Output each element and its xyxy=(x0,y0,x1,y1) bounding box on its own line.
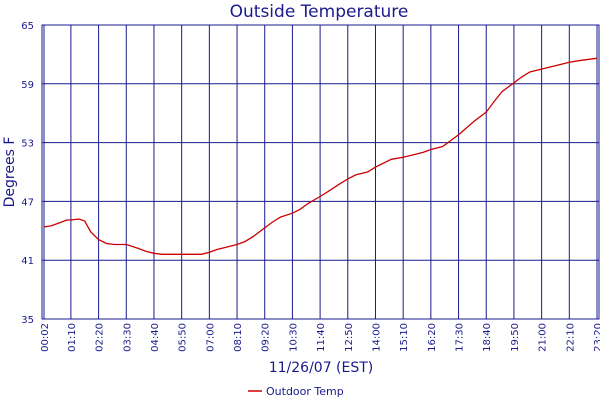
x-axis-ticks: 00:02 01:10 02:20 03:30 04:40 05:50 07:00 08:10… xyxy=(40,323,600,352)
x-tick-label: 08:10 xyxy=(233,323,244,352)
x-tick-label: 18:40 xyxy=(482,323,493,352)
plot-frame xyxy=(41,24,600,320)
x-tick-label: 03:30 xyxy=(122,323,133,352)
x-tick-label: 09:20 xyxy=(261,323,272,352)
x-tick-label: 14:00 xyxy=(371,323,382,352)
y-tick-label: 47 xyxy=(21,197,34,208)
y-tick-label: 41 xyxy=(21,256,34,267)
y-tick-label: 53 xyxy=(21,139,34,150)
x-tick-label: 05:50 xyxy=(178,323,189,352)
y-axis-ticks: 35 41 47 53 59 65 xyxy=(21,21,34,326)
x-tick-label: 12:50 xyxy=(344,323,355,352)
x-axis-label: 11/26/07 (EST) xyxy=(269,360,374,376)
x-tick-label: 00:02 xyxy=(40,323,51,352)
y-axis-label: Degrees F xyxy=(2,137,18,208)
x-tick-label: 22:10 xyxy=(565,323,576,352)
x-tick-label: 01:10 xyxy=(67,323,78,352)
y-tick-label: 59 xyxy=(21,80,34,91)
x-tick-label: 02:20 xyxy=(95,323,106,352)
x-tick-label: 10:30 xyxy=(288,323,299,352)
chart-title: Outside Temperature xyxy=(230,2,409,22)
x-tick-label: 23:20 xyxy=(593,323,600,352)
x-tick-label: 07:00 xyxy=(205,323,216,352)
series-line-outdoor-temp xyxy=(43,57,598,255)
x-tick-label: 21:00 xyxy=(538,323,549,352)
x-tick-label: 17:30 xyxy=(455,323,466,352)
x-tick-label: 11:40 xyxy=(316,323,327,352)
legend-label: Outdoor Temp xyxy=(266,385,344,398)
x-tick-label: 04:40 xyxy=(150,323,161,352)
y-tick-label: 65 xyxy=(21,21,34,32)
x-tick-label: 16:20 xyxy=(427,323,438,352)
x-tick-label: 19:50 xyxy=(510,323,521,352)
x-tick-label: 15:10 xyxy=(399,323,410,352)
y-tick-label: 35 xyxy=(21,315,34,326)
legend: Outdoor Temp xyxy=(248,385,344,398)
grid xyxy=(42,24,599,320)
